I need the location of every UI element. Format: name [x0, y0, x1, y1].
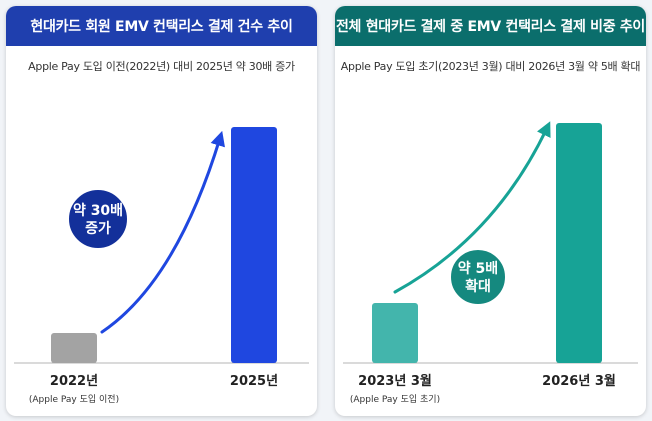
x-tick-label: 2025년 [230, 374, 278, 389]
chart-subtitle: Apple Pay 도입 초기(2023년 3월) 대비 2026년 3월 약 … [340, 60, 641, 73]
growth-badge [449, 248, 507, 306]
growth-badge [67, 188, 129, 250]
x-tick-note: (Apple Pay 도입 초기) [350, 393, 440, 405]
growth-arrow [100, 130, 225, 334]
x-tick-label: 2022년 [50, 374, 98, 389]
chart-subtitle: Apple Pay 도입 이전(2022년) 대비 2025년 약 30배 증가 [28, 60, 295, 73]
x-tick-label: 2023년 3월 [358, 373, 432, 389]
badge-label: 약 5배 [458, 260, 498, 277]
chart-title: 현대카드 회원 EMV 컨택리스 결제 건수 추이 [6, 6, 317, 46]
badge-label: 증가 [85, 221, 111, 237]
chart-panel-left: 현대카드 회원 EMV 컨택리스 결제 건수 추이 Apple Pay 도입 이… [6, 6, 317, 416]
bar-2 [556, 123, 602, 363]
growth-arrow [393, 121, 551, 294]
chart-title: 전체 현대카드 결제 중 EMV 컨택리스 결제 비중 추이 [335, 6, 646, 46]
bar-1 [372, 303, 418, 363]
badge-label: 확대 [465, 278, 491, 295]
bar-2 [231, 127, 277, 363]
x-tick-label: 2026년 3월 [542, 373, 616, 389]
badge-label: 약 30배 [73, 202, 123, 219]
x-tick-note: (Apple Pay 도입 이전) [29, 393, 119, 405]
bar-1 [51, 333, 97, 363]
chart-panel-right: 전체 현대카드 결제 중 EMV 컨택리스 결제 비중 추이 Apple Pay… [335, 6, 646, 416]
